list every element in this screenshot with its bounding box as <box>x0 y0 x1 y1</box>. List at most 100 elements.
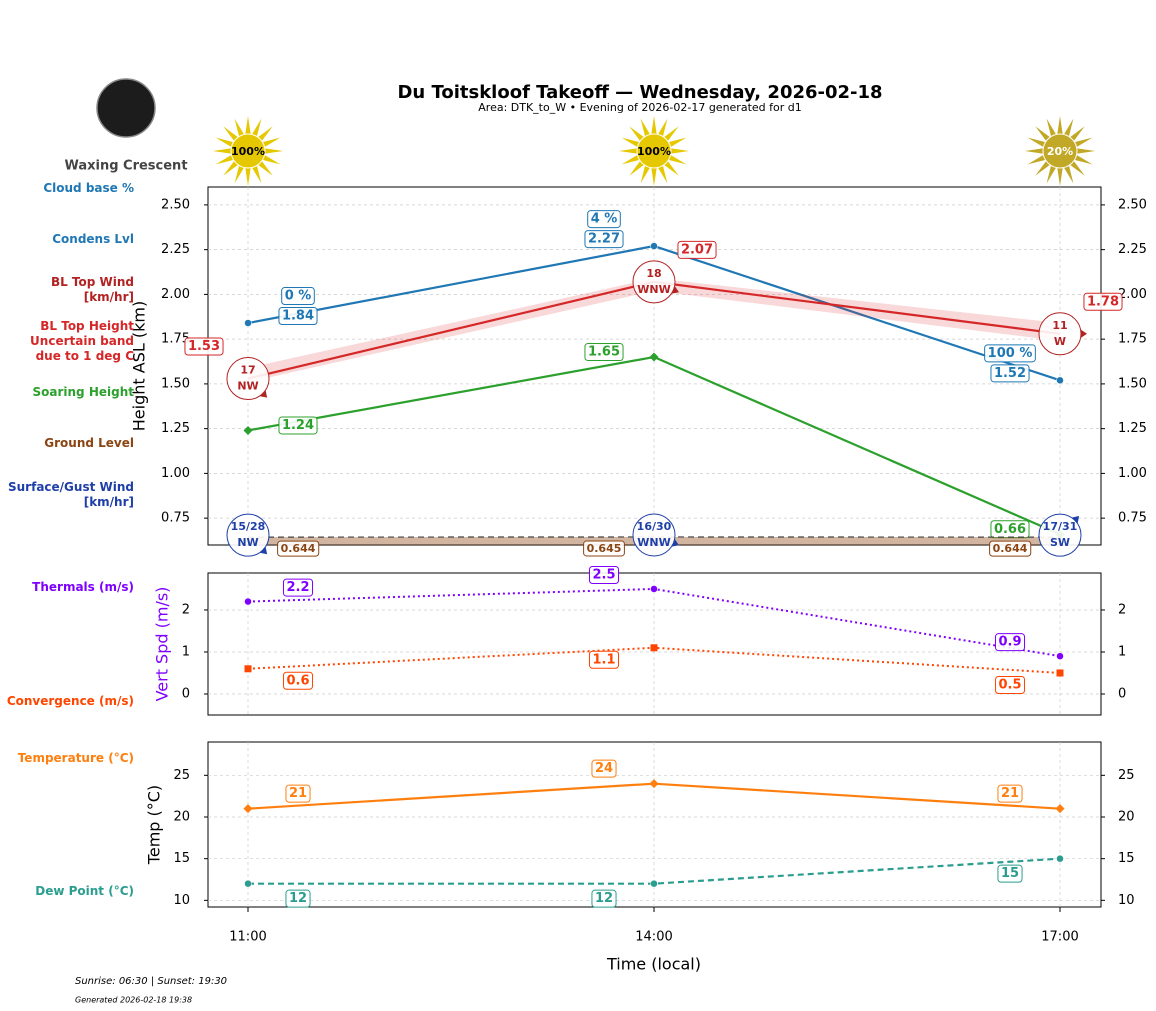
point <box>650 644 658 652</box>
x-axis-label: Time (local) <box>606 955 701 974</box>
wind-arrow <box>260 390 268 398</box>
label-box <box>990 364 1030 383</box>
label-box <box>588 565 620 584</box>
value-label: 2.2 <box>286 580 309 595</box>
wind-arrow <box>1072 516 1080 524</box>
series-name: Surface/Gust Wind [km/hr] <box>8 480 134 509</box>
point <box>649 352 659 362</box>
value-label: 0.644 <box>281 542 316 555</box>
label-box <box>591 889 617 908</box>
y-tick-label: 1.75 <box>1118 332 1147 347</box>
point <box>244 319 252 327</box>
point <box>650 879 658 888</box>
value-label: 1.1 <box>592 652 615 667</box>
y-tick-label: 2.25 <box>1118 242 1147 257</box>
wind-arrow <box>671 286 679 294</box>
value-label: 1.78 <box>1087 294 1119 309</box>
value-label: 12 <box>595 891 613 906</box>
wind-circle <box>226 357 270 401</box>
value-label: 0.66 <box>994 522 1026 537</box>
value-label: 0.645 <box>587 542 622 555</box>
sun-rays <box>1025 116 1095 186</box>
wind-direction: W <box>1054 335 1066 348</box>
label-box <box>285 889 311 908</box>
wind-arrow <box>671 539 679 547</box>
wind-circle <box>1038 513 1082 557</box>
value-label: 0 % <box>285 289 312 304</box>
point <box>649 779 659 789</box>
wind-direction: WNW <box>637 536 670 549</box>
y-tick-label: 20 <box>1118 810 1135 825</box>
wind-speed: 17/31 <box>1043 520 1078 533</box>
value-label: 1.84 <box>282 309 314 324</box>
x-tick-label: 17:00 <box>1041 930 1078 945</box>
series-name: Thermals (m/s) <box>32 580 134 594</box>
series-name: Ground Level <box>44 436 134 450</box>
sun-label: 100% <box>231 145 265 158</box>
series-name: Condens Lvl <box>52 232 134 246</box>
label-box <box>184 337 224 356</box>
point <box>650 242 658 250</box>
point <box>244 879 252 888</box>
value-label: 2.07 <box>681 242 713 257</box>
value-label: 1.52 <box>994 366 1026 381</box>
series-name: Cloud base % <box>43 181 134 195</box>
y-tick-label: 1.00 <box>161 466 190 481</box>
y-tick-label: 1.25 <box>1118 421 1147 436</box>
label-box <box>997 784 1023 803</box>
subtitle: Area: DTK_to_W • Evening of 2026-02-17 g… <box>478 101 801 114</box>
label-box <box>277 540 320 557</box>
series-name: Convergence (m/s) <box>6 694 134 708</box>
point <box>1056 652 1064 660</box>
value-label: 0.644 <box>993 542 1028 555</box>
wind-arrow <box>260 547 268 555</box>
label-box <box>584 343 624 362</box>
value-label: 21 <box>289 786 307 801</box>
wind-speed: 17 <box>240 364 255 377</box>
sun-label: 100% <box>637 145 671 158</box>
label-box <box>1083 292 1123 311</box>
x-tick-label: 11:00 <box>229 930 266 945</box>
y-tick-label: 20 <box>173 810 190 825</box>
wind-direction: NW <box>237 536 258 549</box>
y-tick-label: 2.00 <box>1118 287 1147 302</box>
value-label: 0.9 <box>998 635 1021 650</box>
point <box>1056 669 1064 677</box>
plot-frame <box>207 572 1102 716</box>
y-tick-label: 1.50 <box>161 376 190 391</box>
label-box <box>587 210 621 229</box>
wind-speed: 15/28 <box>231 520 266 533</box>
y-tick-label: 2 <box>1118 602 1126 617</box>
label-box <box>278 416 318 435</box>
label-box <box>591 759 617 778</box>
point <box>1056 376 1064 385</box>
label-box <box>281 287 315 306</box>
label-box <box>994 633 1026 652</box>
value-label: 21 <box>1001 786 1019 801</box>
value-label: 100 % <box>988 346 1033 361</box>
point <box>1056 854 1064 863</box>
label-box <box>989 540 1032 557</box>
y-tick-label: 10 <box>173 893 190 908</box>
y-tick-label: 1 <box>1118 644 1126 659</box>
value-label: 12 <box>289 891 307 906</box>
label-box <box>677 240 717 259</box>
label-box <box>994 675 1026 694</box>
wind-circle <box>632 513 676 557</box>
series-name: Uncertain band due to 1 deg C <box>30 334 134 363</box>
generated: Generated 2026-02-18 19:38 <box>75 996 192 1005</box>
sun-rays <box>213 116 283 186</box>
title: Du Toitskloof Takeoff — Wednesday, 2026-… <box>397 82 882 103</box>
wind-direction: SW <box>1050 536 1070 549</box>
label-box <box>285 784 311 803</box>
point <box>1055 804 1065 814</box>
y-tick-label: 2.00 <box>161 287 190 302</box>
wind-circle <box>226 513 270 557</box>
y-tick-label: 15 <box>173 851 190 866</box>
point <box>243 425 253 435</box>
series-name: BL Top Height <box>40 319 134 333</box>
y-tick-label: 0 <box>1118 686 1126 701</box>
sun <box>1042 133 1078 169</box>
